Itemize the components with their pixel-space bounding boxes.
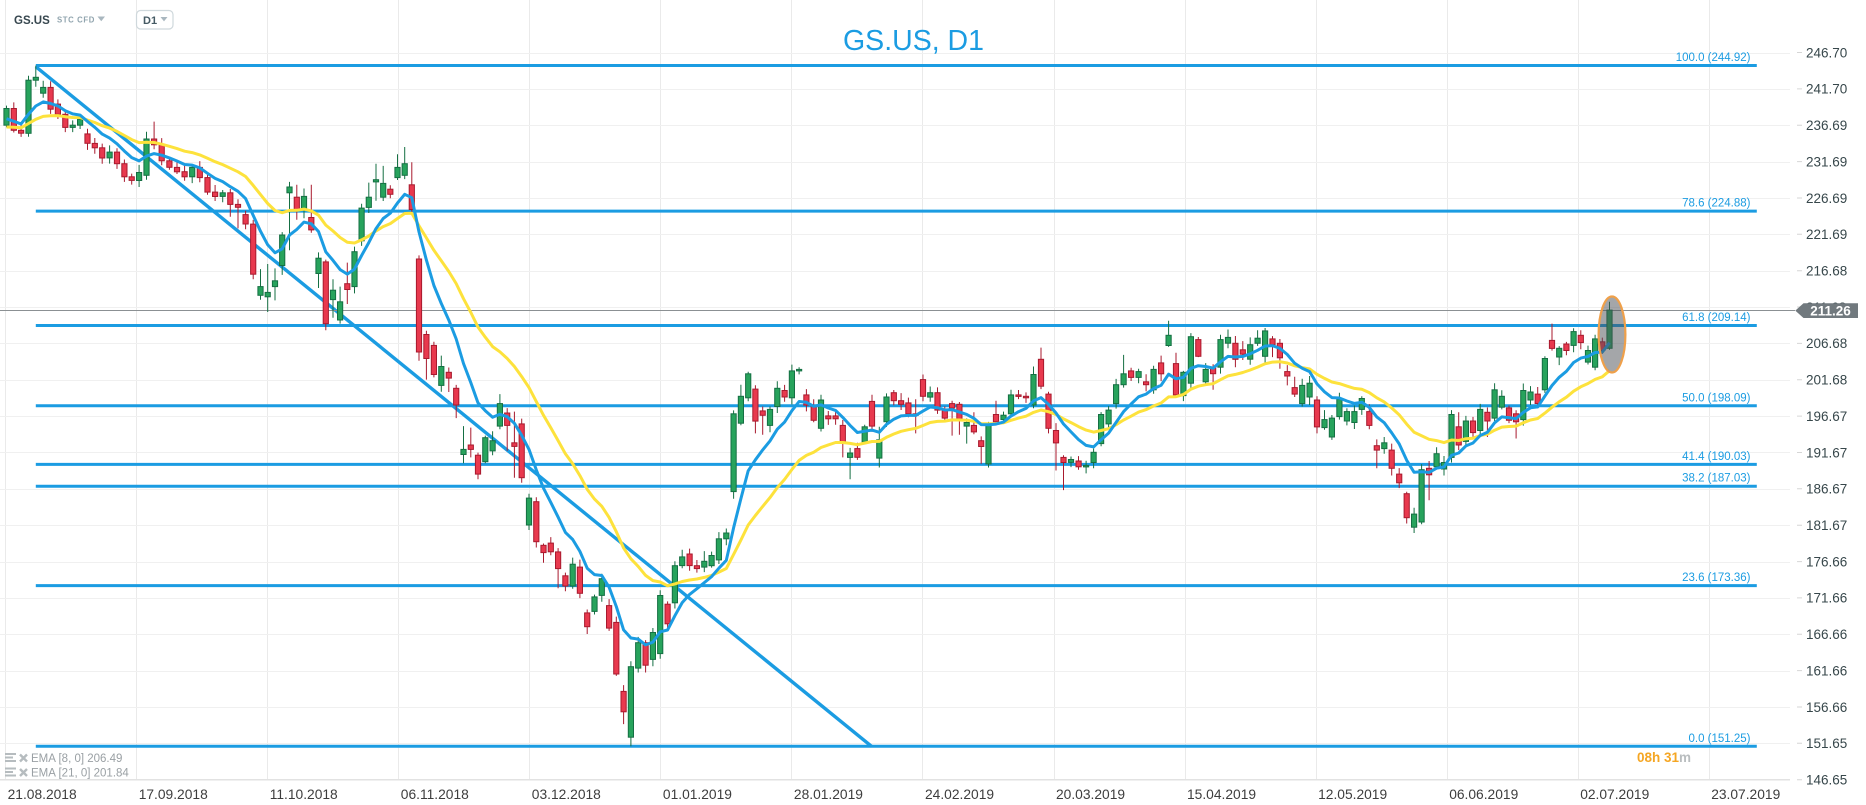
- svg-text:221.69: 221.69: [1806, 227, 1847, 242]
- svg-text:23.6 (173.36): 23.6 (173.36): [1682, 572, 1751, 584]
- svg-text:241.70: 241.70: [1806, 82, 1847, 97]
- svg-text:78.6 (224.88): 78.6 (224.88): [1682, 198, 1751, 210]
- svg-text:EMA [21, 0] 201.84: EMA [21, 0] 201.84: [31, 768, 129, 780]
- svg-text:GS.US, D1: GS.US, D1: [843, 25, 984, 57]
- svg-text:236.69: 236.69: [1806, 118, 1847, 133]
- svg-text:17.09.2018: 17.09.2018: [139, 787, 208, 802]
- svg-text:11.10.2018: 11.10.2018: [270, 787, 338, 802]
- svg-text:181.67: 181.67: [1806, 518, 1847, 533]
- svg-text:01.01.2019: 01.01.2019: [663, 787, 732, 802]
- svg-text:EMA [8, 0] 206.49: EMA [8, 0] 206.49: [31, 753, 122, 765]
- svg-text:0.0 (151.25): 0.0 (151.25): [1688, 733, 1750, 745]
- svg-text:61.8 (209.14): 61.8 (209.14): [1682, 312, 1751, 324]
- svg-text:STC CFD: STC CFD: [57, 16, 95, 25]
- svg-text:231.69: 231.69: [1806, 154, 1847, 169]
- svg-text:166.66: 166.66: [1806, 627, 1847, 642]
- svg-text:15.04.2019: 15.04.2019: [1187, 787, 1256, 802]
- svg-text:20.03.2019: 20.03.2019: [1056, 787, 1125, 802]
- svg-text:24.02.2019: 24.02.2019: [925, 787, 994, 802]
- svg-text:03.12.2018: 03.12.2018: [532, 787, 601, 802]
- svg-text:02.07.2019: 02.07.2019: [1580, 787, 1649, 802]
- svg-text:161.66: 161.66: [1806, 663, 1847, 678]
- svg-text:08h 31m: 08h 31m: [1637, 750, 1691, 765]
- svg-text:176.66: 176.66: [1806, 554, 1847, 569]
- svg-text:D1: D1: [143, 15, 157, 27]
- svg-text:23.07.2019: 23.07.2019: [1711, 787, 1780, 802]
- svg-text:06.11.2018: 06.11.2018: [401, 787, 469, 802]
- svg-text:06.06.2019: 06.06.2019: [1449, 787, 1518, 802]
- svg-text:191.67: 191.67: [1806, 445, 1847, 460]
- svg-text:21.08.2018: 21.08.2018: [8, 787, 77, 802]
- svg-text:171.66: 171.66: [1806, 591, 1847, 606]
- svg-text:GS.US: GS.US: [14, 15, 50, 27]
- svg-text:211.26: 211.26: [1810, 304, 1851, 319]
- svg-text:226.69: 226.69: [1806, 191, 1847, 206]
- svg-text:186.67: 186.67: [1806, 482, 1847, 497]
- svg-text:196.67: 196.67: [1806, 409, 1847, 424]
- svg-text:28.01.2019: 28.01.2019: [794, 787, 863, 802]
- svg-text:206.68: 206.68: [1806, 336, 1847, 351]
- svg-text:246.70: 246.70: [1806, 45, 1847, 60]
- svg-text:100.0 (244.92): 100.0 (244.92): [1676, 52, 1751, 64]
- svg-text:156.66: 156.66: [1806, 700, 1847, 715]
- svg-text:151.65: 151.65: [1806, 736, 1847, 751]
- svg-text:146.65: 146.65: [1806, 773, 1847, 788]
- svg-text:201.68: 201.68: [1806, 373, 1847, 388]
- svg-text:38.2 (187.03): 38.2 (187.03): [1682, 473, 1751, 485]
- svg-text:216.68: 216.68: [1806, 264, 1847, 279]
- svg-text:50.0 (198.09): 50.0 (198.09): [1682, 392, 1751, 404]
- svg-text:41.4 (190.03): 41.4 (190.03): [1682, 451, 1751, 463]
- svg-text:12.05.2019: 12.05.2019: [1318, 787, 1387, 802]
